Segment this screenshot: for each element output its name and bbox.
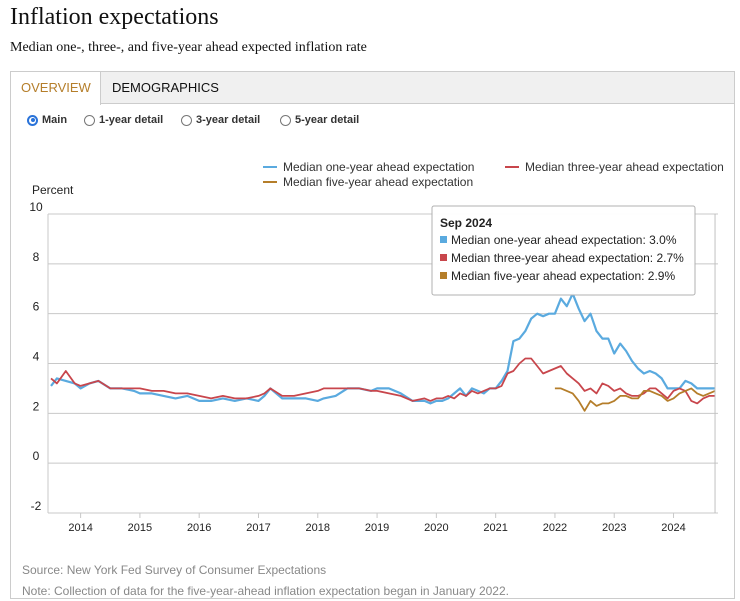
x-tick-label: 2023 — [602, 522, 626, 534]
radio-selected-icon — [27, 114, 38, 126]
y-axis-label: Percent — [32, 183, 74, 197]
radio-main[interactable]: Main — [27, 114, 67, 126]
tooltip-row-five-year: Median five-year ahead expectation: 2.9% — [451, 269, 675, 283]
tooltip-swatch-five-year — [440, 272, 447, 279]
radio-5-year-detail[interactable]: 5-year detail — [280, 114, 359, 126]
series-line-one-year — [50, 292, 715, 405]
y-tick-label: 10 — [29, 200, 43, 214]
radio-3-year-detail[interactable]: 3-year detail — [181, 114, 260, 126]
y-tick-label: 0 — [33, 449, 40, 463]
y-tick-label: -2 — [31, 499, 42, 513]
radio-unselected-icon — [181, 114, 192, 126]
x-tick-label: 2014 — [68, 522, 92, 534]
radio-unselected-icon — [84, 114, 95, 126]
x-tick-label: 2016 — [187, 522, 211, 534]
radio-1-year-detail[interactable]: 1-year detail — [84, 114, 163, 126]
tooltip-box — [431, 205, 696, 296]
source-text: Source: New York Fed Survey of Consumer … — [22, 563, 327, 577]
legend-entry[interactable]: Median one-year ahead expectation — [283, 160, 474, 174]
tooltip-row-one-year: Median one-year ahead expectation: 3.0% — [451, 233, 677, 247]
legend: Median one-year ahead expectation Median … — [263, 160, 724, 189]
radio-5-year-label: 5-year detail — [295, 114, 360, 126]
tab-overview[interactable]: OVERVIEW — [11, 72, 101, 105]
x-tick-label: 2020 — [424, 522, 448, 534]
series-line-five-year — [554, 387, 716, 412]
tab-bar: OVERVIEW DEMOGRAPHICS — [11, 72, 734, 105]
x-tick-label: 2018 — [306, 522, 330, 534]
y-tick-label: 6 — [33, 300, 40, 314]
tab-demographics[interactable]: DEMOGRAPHICS — [112, 80, 219, 95]
series-line-three-year — [50, 357, 715, 405]
tooltip-swatch-one-year — [440, 236, 447, 243]
radio-main-label: Main — [42, 114, 68, 126]
x-tick-label: 2021 — [483, 522, 507, 534]
chart-panel: OVERVIEW DEMOGRAPHICS Main 1-year detail… — [10, 71, 735, 599]
x-tick-label: 2024 — [661, 522, 685, 534]
page-subtitle: Median one-, three-, and five-year ahead… — [10, 40, 367, 55]
note-text: Note: Collection of data for the five-ye… — [22, 584, 509, 598]
radio-3-year-label: 3-year detail — [196, 114, 261, 126]
radio-unselected-icon — [280, 114, 291, 126]
radio-1-year-label: 1-year detail — [99, 114, 164, 126]
legend-entry[interactable]: Median three-year ahead expectation — [525, 160, 724, 174]
y-tick-label: 2 — [33, 399, 40, 413]
tooltip-row-three-year: Median three-year ahead expectation: 2.7… — [451, 251, 684, 265]
tooltip-title: Sep 2024 — [440, 216, 492, 230]
y-tick-label: 8 — [33, 250, 40, 264]
grid-layer: Percent 10 8 6 4 2 0 -2 2014 2015 2016 2017 2018 2019… — [29, 183, 718, 534]
series-layer — [50, 292, 716, 412]
y-tick-label: 4 — [33, 350, 40, 364]
x-tick-label: 2015 — [128, 522, 152, 534]
x-tick-label: 2022 — [543, 522, 567, 534]
tooltip: Sep 2024 Median one-year ahead expectati… — [431, 205, 696, 296]
x-tick-label: 2017 — [246, 522, 270, 534]
x-tick-label: 2019 — [365, 522, 389, 534]
tooltip-swatch-three-year — [440, 254, 447, 261]
page-title: Inflation expectations — [10, 4, 219, 30]
legend-entry[interactable]: Median five-year ahead expectation — [283, 175, 473, 189]
